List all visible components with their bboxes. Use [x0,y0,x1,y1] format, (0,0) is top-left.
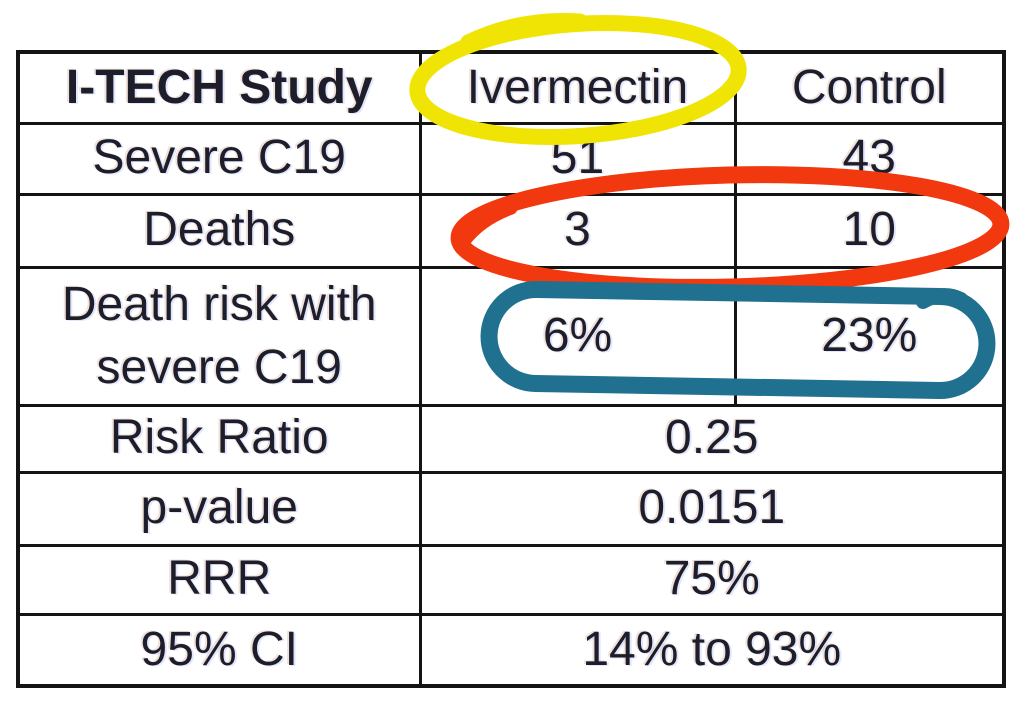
table-title-cell: I-TECH Study [16,50,422,125]
p-value-value: 0.0151 [418,470,1006,547]
severe-c19-control-value: 43 [733,121,1006,196]
row-label-risk-ratio: Risk Ratio [16,403,422,474]
table-row-risk-ratio: Risk Ratio 0.25 [16,403,1006,474]
risk-ratio-value: 0.25 [418,403,1006,474]
death-risk-control-value: 23% [733,265,1006,407]
row-label-deaths: Deaths [16,192,422,269]
rrr-value: 75% [418,543,1006,616]
table-row-rrr: RRR 75% [16,543,1006,616]
table-row-death-risk: Death risk with severe C19 6% 23% [16,265,1006,407]
deaths-ivermectin-value: 3 [418,192,737,269]
row-label-severe-c19: Severe C19 [16,121,422,196]
row-label-death-risk-line1: Death risk with [61,278,377,331]
row-label-rrr: RRR [16,543,422,616]
ci-value: 14% to 93% [418,612,1006,688]
row-label-95-ci: 95% CI [16,612,422,688]
deaths-control-value: 10 [733,192,1006,269]
table-row-deaths: Deaths 3 10 [16,192,1006,269]
row-label-p-value: p-value [16,470,422,547]
table-row-severe-c19: Severe C19 51 43 [16,121,1006,196]
yellow-circle-pen-overlap [460,13,588,50]
table-row-95-ci: 95% CI 14% to 93% [16,612,1006,688]
itech-study-table: I-TECH Study Ivermectin Control Severe C… [16,50,1006,688]
severe-c19-ivermectin-value: 51 [418,121,737,196]
row-label-death-risk: Death risk with severe C19 [16,265,422,407]
death-risk-ivermectin-value: 6% [418,265,737,407]
row-label-death-risk-line2: severe C19 [96,341,342,394]
table-header-row: I-TECH Study Ivermectin Control [16,50,1006,125]
column-header-control: Control [733,50,1006,125]
table-row-p-value: p-value 0.0151 [16,470,1006,547]
column-header-ivermectin: Ivermectin [418,50,737,125]
